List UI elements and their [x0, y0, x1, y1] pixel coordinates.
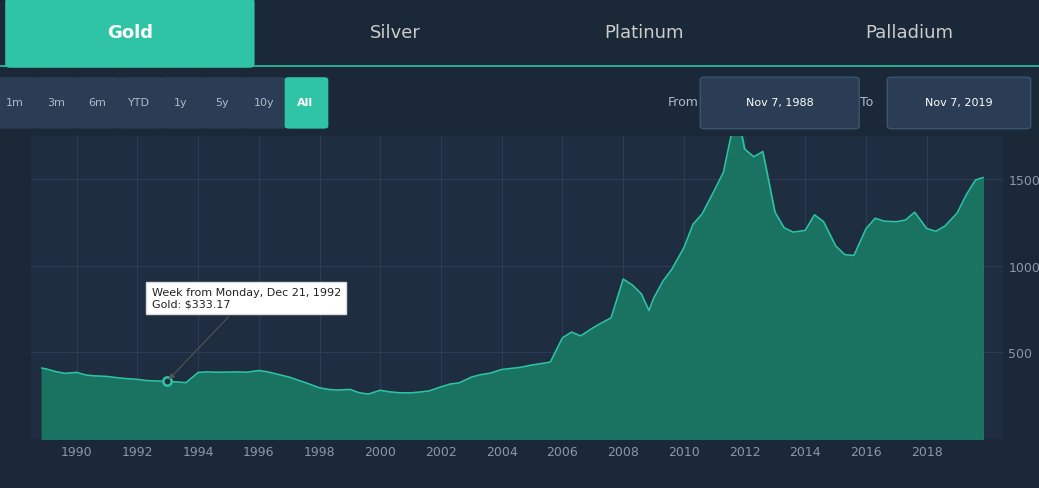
FancyBboxPatch shape — [35, 78, 79, 129]
Text: Gold: Gold — [107, 23, 153, 41]
Text: Platinum: Platinum — [605, 23, 684, 41]
Text: Nov 7, 1988: Nov 7, 1988 — [746, 98, 815, 107]
Text: To: To — [860, 96, 873, 109]
Text: Nov 7, 2019: Nov 7, 2019 — [925, 98, 993, 107]
FancyBboxPatch shape — [202, 78, 245, 129]
Text: 10y: 10y — [254, 98, 274, 107]
Text: From: From — [667, 96, 698, 109]
Text: 1m: 1m — [5, 98, 24, 107]
FancyBboxPatch shape — [887, 78, 1031, 129]
Text: All: All — [297, 98, 314, 107]
FancyBboxPatch shape — [160, 78, 204, 129]
FancyBboxPatch shape — [118, 78, 162, 129]
Text: 3m: 3m — [47, 98, 65, 107]
Text: Palladium: Palladium — [865, 23, 953, 41]
FancyBboxPatch shape — [77, 78, 121, 129]
Text: 6m: 6m — [88, 98, 107, 107]
Text: Silver: Silver — [370, 23, 420, 41]
Text: 5y: 5y — [215, 98, 230, 107]
FancyBboxPatch shape — [0, 78, 37, 129]
Text: YTD: YTD — [128, 98, 151, 107]
FancyBboxPatch shape — [5, 0, 255, 69]
Text: 1y: 1y — [174, 98, 188, 107]
FancyBboxPatch shape — [285, 78, 328, 129]
Text: Week from Monday, Dec 21, 1992
Gold: $333.17: Week from Monday, Dec 21, 1992 Gold: $33… — [152, 288, 341, 379]
FancyBboxPatch shape — [243, 78, 287, 129]
FancyBboxPatch shape — [700, 78, 859, 129]
